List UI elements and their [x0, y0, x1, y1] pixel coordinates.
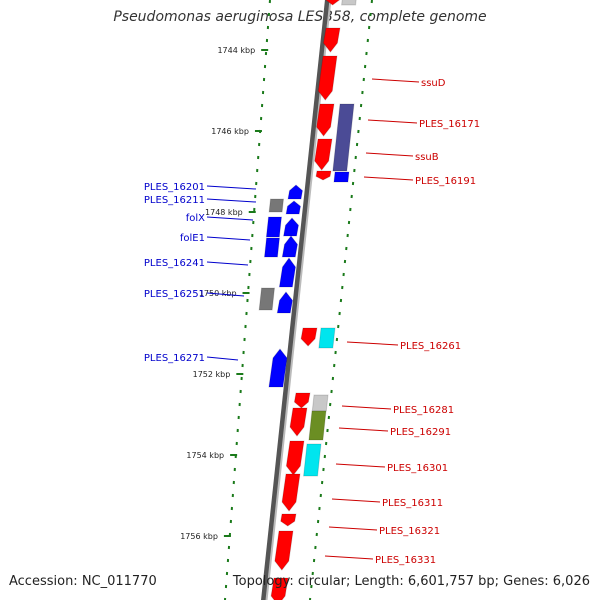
kbp-tick-label: 1756 kbp [180, 532, 218, 541]
gene-arrow-ssub [314, 138, 333, 171]
gene-arrow-ples-16171 [316, 103, 335, 137]
gene-label-leader [206, 356, 239, 361]
gene-label-left: PLES_16211 [144, 195, 205, 206]
feature-box-cyan [318, 327, 336, 349]
gene-label-right: PLES_16171 [419, 119, 480, 130]
gene-label-left: folE1 [180, 233, 205, 244]
gene-arrow-ples-16311 [281, 473, 301, 512]
gene-label-left: PLES_16241 [144, 258, 205, 269]
topology-label: Topology: circular; Length: 6,601,757 bp… [232, 574, 590, 589]
feature-box-blue [265, 216, 283, 238]
gene-arrow-ples-16331 [274, 530, 294, 571]
gene-arrow-ples-16201 [287, 184, 304, 200]
kbp-tick-label: 1748 kbp [205, 208, 243, 217]
gene-arrow-ples-16211 [285, 200, 302, 215]
gene-label-right: PLES_16311 [382, 498, 443, 509]
gene-arrow-ples-16241 [278, 257, 297, 288]
gene-label-left: PLES_16201 [144, 182, 205, 193]
gene-label-leader [346, 341, 399, 346]
gene-label-leader [206, 236, 251, 241]
gene-label-leader [206, 185, 257, 190]
feature-box-olive [308, 410, 327, 441]
gene-arrow-ples-16281 [293, 392, 311, 409]
gene-label-leader [324, 555, 374, 560]
feature-box-blue [263, 237, 281, 258]
feature-box-silver [341, 0, 357, 6]
gene-label-leader [331, 498, 381, 503]
gene-label-leader [328, 526, 378, 531]
gene-label-right: PLES_16291 [390, 427, 451, 438]
genome-backbone-highlight [265, 0, 332, 600]
gene-label-left: PLES_16271 [144, 353, 205, 364]
gene-label-leader [206, 198, 257, 203]
gene-arrow-reverse [270, 577, 289, 600]
feature-box-navy [332, 103, 355, 172]
gene-arrow-folx [282, 217, 300, 237]
gene-label-right: PLES_16281 [393, 405, 454, 416]
gene-arrow-ples-16321 [280, 513, 297, 527]
gene-label-leader [206, 292, 245, 297]
kbp-tick-label: 1754 kbp [186, 451, 224, 460]
gene-label-left: folX [186, 213, 205, 224]
gene-label-right: ssuD [421, 78, 446, 89]
page-title: Pseudomonas aeruginosa LESB58, complete … [113, 9, 487, 25]
gene-label-right: ssuB [415, 152, 439, 163]
gene-label-leader [365, 152, 414, 157]
gene-arrow-fole1 [281, 235, 299, 258]
kbp-tick-label: 1746 kbp [211, 127, 249, 136]
feature-box-blue [333, 171, 350, 183]
genome-backbone [261, 0, 330, 600]
gene-label-leader [206, 261, 249, 266]
gene-label-right: PLES_16261 [400, 341, 461, 352]
gene-arrow-reverse [322, 27, 341, 53]
gene-arrow-ples-16291 [289, 407, 308, 437]
gene-label-leader [367, 119, 418, 124]
gene-label-leader [335, 463, 386, 468]
gene-label-leader [338, 427, 389, 432]
feature-box-cyan [303, 443, 322, 477]
gene-arrow-ples-16261 [300, 327, 318, 347]
gene-arrow-ples-16251 [276, 291, 294, 314]
gene-label-right: PLES_16191 [415, 176, 476, 187]
gene-label-leader [363, 176, 414, 181]
kbp-tick-label: 1752 kbp [193, 370, 231, 379]
gene-label-right: PLES_16331 [375, 555, 436, 566]
feature-box-silver [311, 394, 329, 412]
feature-box-gray [258, 287, 276, 311]
gene-label-right: PLES_16321 [379, 526, 440, 537]
feature-box-gray [268, 198, 285, 213]
gene-arrow-ples-16301 [285, 440, 305, 476]
gene-label-left: PLES_16251 [144, 289, 205, 300]
accession-label: Accession: NC_011770 [9, 574, 157, 589]
gene-arrow-ples-16191 [315, 170, 332, 181]
gene-arrow-ples-16271 [268, 348, 288, 388]
gene-label-leader [371, 78, 420, 83]
gene-label-right: PLES_16301 [387, 463, 448, 474]
gene-label-leader [206, 216, 254, 221]
gene-arrow-reverse [325, 0, 341, 6]
kbp-tick-label: 1744 kbp [217, 46, 255, 55]
gene-arrow-ssud [317, 55, 338, 101]
gene-label-leader [341, 405, 392, 410]
